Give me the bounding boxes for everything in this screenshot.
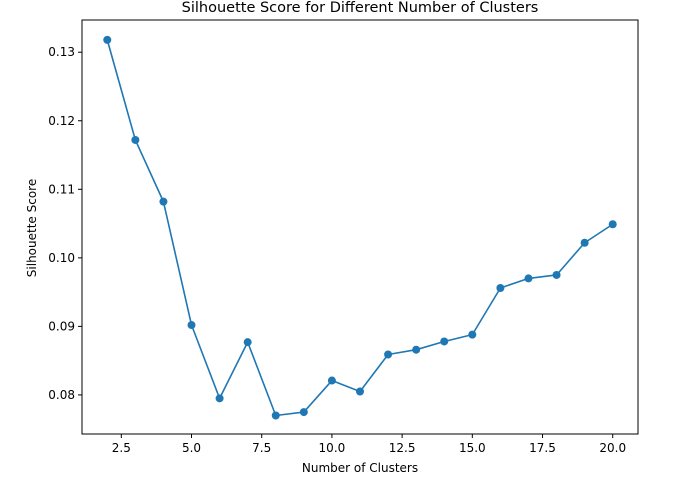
y-tick-label: 0.12 [48, 114, 75, 128]
data-point [299, 408, 308, 417]
data-point [159, 197, 168, 206]
y-tick-label: 0.13 [48, 45, 75, 59]
data-point [580, 238, 589, 247]
data-point [243, 338, 252, 347]
x-tick-label: 5.0 [182, 441, 201, 455]
data-point [412, 345, 421, 354]
x-tick-label: 10.0 [319, 441, 346, 455]
x-tick-label: 17.5 [529, 441, 556, 455]
y-tick-label: 0.11 [48, 182, 75, 196]
x-tick-label: 15.0 [459, 441, 486, 455]
data-point [187, 321, 196, 330]
data-point [327, 376, 336, 385]
x-tick-label: 2.5 [112, 441, 131, 455]
x-tick-label: 12.5 [389, 441, 416, 455]
data-point [103, 35, 112, 44]
data-point [440, 337, 449, 346]
data-point [271, 411, 280, 420]
data-point [468, 330, 477, 339]
y-tick-label: 0.08 [48, 388, 75, 402]
y-axis-label: Silhouette Score [25, 179, 39, 277]
data-point [496, 284, 505, 293]
data-point [552, 270, 561, 279]
data-point [524, 274, 533, 283]
data-point [215, 394, 224, 403]
data-point [608, 220, 617, 229]
x-tick-label: 20.0 [599, 441, 626, 455]
data-point [384, 350, 393, 359]
data-point [356, 387, 364, 396]
chart-title: Silhouette Score for Different Number of… [182, 0, 539, 16]
data-point [131, 135, 140, 144]
x-axis-label: Number of Clusters [302, 461, 418, 475]
axes-frame [81, 19, 639, 435]
y-tick-label: 0.10 [48, 251, 75, 265]
plot-area: 2.5 5.0 7.5 10.0 12.5 15.0 17.5 20.0 0.08 0.09 0.1… [48, 19, 639, 455]
x-tick-label: 7.5 [252, 441, 271, 455]
y-tick-label: 0.09 [48, 319, 75, 333]
